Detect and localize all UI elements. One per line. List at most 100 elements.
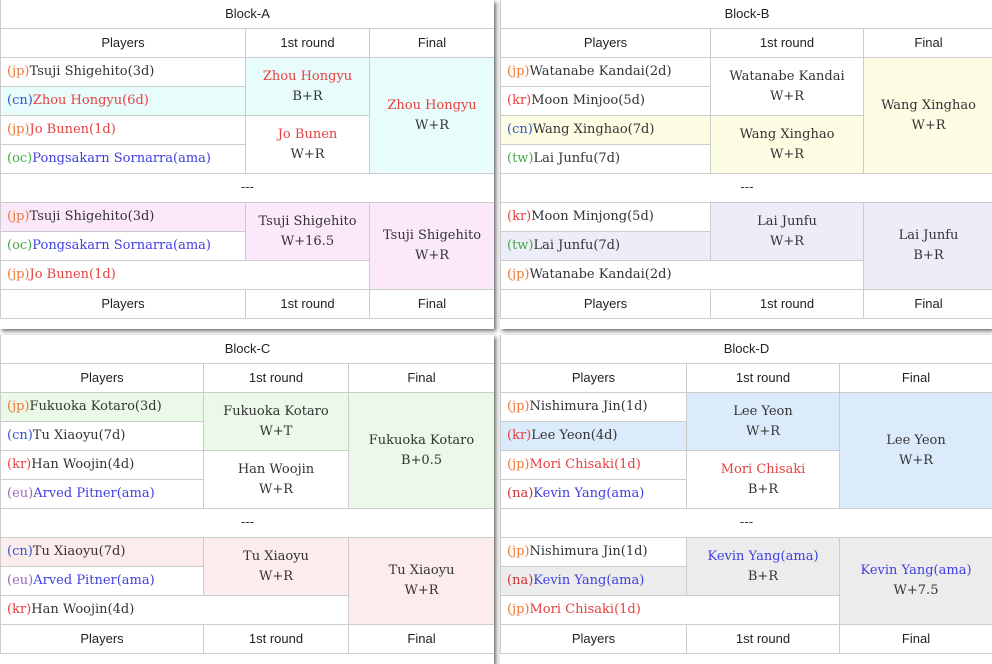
header-row: Players 1st round Final bbox=[500, 28, 992, 58]
country-code: (eu) bbox=[7, 486, 34, 501]
final-result: Tsuji Shigehito W+R bbox=[369, 202, 494, 290]
score: W+R bbox=[769, 233, 805, 249]
score: W+R bbox=[258, 481, 294, 497]
country-code: (cn) bbox=[7, 428, 33, 443]
player-cell: (kr)Moon Minjong(5d) bbox=[500, 202, 711, 232]
first-round-result: Watanabe Kandai W+R bbox=[710, 57, 864, 116]
table-row: (kr)Han Woojin(4d) bbox=[0, 595, 495, 625]
country-code: (cn) bbox=[507, 122, 533, 137]
player-cell: (cn)Tu Xiaoyu(7d) bbox=[0, 421, 204, 451]
score: W+R bbox=[290, 146, 325, 162]
first-round-result: Zhou Hongyu B+R bbox=[245, 57, 370, 116]
player-name: Lee Yeon(4d) bbox=[531, 428, 618, 443]
country-code: (jp) bbox=[507, 399, 530, 414]
score: B+R bbox=[747, 481, 779, 497]
country-code: (eu) bbox=[7, 573, 34, 588]
player-cell: (jp)Mori Chisaki(1d) bbox=[500, 595, 840, 625]
player-name: Lai Junfu(7d) bbox=[533, 238, 621, 253]
final-result: Zhou Hongyu W+R bbox=[369, 57, 494, 174]
player-cell: (jp)Watanabe Kandai(2d) bbox=[500, 260, 864, 290]
country-code: (jp) bbox=[507, 64, 530, 79]
player-name: Arved Pitner(ama) bbox=[33, 486, 155, 501]
first-round-result: Wang Xinghao W+R bbox=[710, 115, 864, 174]
player-cell: (jp)Nishimura Jin(1d) bbox=[500, 537, 687, 567]
score: W+R bbox=[911, 117, 946, 133]
winner-name: Lai Junfu bbox=[757, 213, 817, 229]
title-row: Block-C bbox=[0, 335, 494, 364]
player-name: Mori Chisaki(1d) bbox=[529, 602, 641, 617]
score: W+7.5 bbox=[893, 583, 939, 598]
player-cell: (kr)Han Woojin(4d) bbox=[0, 450, 204, 480]
player-cell: (jp)Jo Bunen(1d) bbox=[0, 115, 246, 145]
score: W+16.5 bbox=[280, 233, 335, 249]
players-header: Players bbox=[500, 363, 687, 393]
score: B+0.5 bbox=[400, 452, 443, 468]
country-code: (jp) bbox=[507, 267, 530, 282]
final-header: Final bbox=[347, 363, 494, 393]
score: W+R bbox=[769, 146, 805, 162]
header-row: Players 1st round Final bbox=[500, 289, 992, 319]
table-row: (na)Kevin Yang(ama) bbox=[500, 479, 992, 509]
final-header: Final bbox=[369, 289, 494, 319]
country-code: (kr) bbox=[507, 93, 532, 108]
final-result: Lai Junfu B+R bbox=[863, 202, 992, 290]
header-row: Players 1st round Final bbox=[500, 624, 992, 654]
header-row: Players 1st round Final bbox=[0, 289, 494, 319]
final-result: Tu Xiaoyu W+R bbox=[347, 537, 494, 625]
player-cell: (jp)Tsuji Shigehito(3d) bbox=[0, 202, 246, 232]
table-row: (jp)Tsuji Shigehito(3d) Zhou Hongyu B+R Zho… bbox=[0, 57, 494, 174]
player-name: Mori Chisaki(1d) bbox=[529, 457, 641, 472]
country-code: (oc) bbox=[7, 238, 33, 253]
winner-name: Watanabe Kandai bbox=[729, 68, 845, 84]
title-row: Block-A bbox=[0, 0, 494, 29]
score: B+R bbox=[747, 568, 779, 584]
bracket-table: Block-D Players 1st round Final (jp)Nishimur… bbox=[500, 335, 992, 654]
final-header: Final bbox=[369, 28, 494, 58]
first-round-header: 1st round bbox=[710, 289, 864, 319]
winner-name: Han Woojin bbox=[237, 461, 315, 477]
country-code: (cn) bbox=[7, 544, 33, 559]
player-name: Moon Minjong(5d) bbox=[531, 209, 654, 224]
block-title: Block-D bbox=[500, 335, 992, 364]
player-cell: (jp)Nishimura Jin(1d) bbox=[500, 392, 687, 422]
winner-name: Zhou Hongyu bbox=[387, 97, 477, 113]
separator: --- bbox=[0, 173, 494, 203]
first-round-result: Lai Junfu W+R bbox=[710, 202, 864, 261]
first-round-result: Han Woojin W+R bbox=[203, 450, 349, 509]
table-row: (jp)Jo Bunen(1d) bbox=[0, 260, 495, 290]
winner-name: Tu Xiaoyu bbox=[388, 563, 455, 578]
player-name: Kevin Yang(ama) bbox=[533, 486, 645, 501]
country-code: (tw) bbox=[507, 151, 534, 166]
block-title: Block-C bbox=[0, 335, 494, 364]
player-cell: (oc)Pongsakarn Sornarra(ama) bbox=[0, 144, 246, 174]
player-name: Watanabe Kandai(2d) bbox=[529, 267, 672, 282]
header-row: Players 1st round Final bbox=[0, 624, 494, 654]
header-row: Players 1st round Final bbox=[0, 363, 494, 393]
country-code: (tw) bbox=[507, 238, 534, 253]
score: W+T bbox=[259, 423, 293, 439]
final-header: Final bbox=[863, 28, 992, 58]
player-name: Watanabe Kandai(2d) bbox=[529, 64, 672, 79]
separator-row: --- bbox=[500, 508, 992, 538]
bracket-table: Block-A Players 1st round Final (jp)Tsuji Sh… bbox=[0, 0, 494, 319]
first-round-result: Tu Xiaoyu W+R bbox=[203, 537, 349, 596]
table-row: (tw)Lai Junfu(7d) bbox=[500, 144, 992, 174]
separator-row: --- bbox=[0, 173, 494, 203]
player-cell: (kr)Lee Yeon(4d) bbox=[500, 421, 687, 451]
winner-name: Wang Xinghao bbox=[881, 97, 976, 113]
first-round-header: 1st round bbox=[686, 363, 840, 393]
first-round-header: 1st round bbox=[245, 28, 370, 58]
player-name: Tu Xiaoyu(7d) bbox=[32, 544, 126, 559]
title-row: Block-B bbox=[500, 0, 992, 29]
player-cell: (cn)Zhou Hongyu(6d) bbox=[0, 86, 246, 116]
player-name: Fukuoka Kotaro(3d) bbox=[29, 399, 162, 414]
score: W+R bbox=[745, 423, 781, 439]
player-name: Jo Bunen(1d) bbox=[29, 122, 116, 137]
player-cell: (jp)Watanabe Kandai(2d) bbox=[500, 57, 711, 87]
player-cell: (kr)Han Woojin(4d) bbox=[0, 595, 349, 625]
player-cell: (na)Kevin Yang(ama) bbox=[500, 479, 687, 509]
player-cell: (eu)Arved Pitner(ama) bbox=[0, 479, 204, 509]
country-code: (kr) bbox=[507, 428, 532, 443]
country-code: (na) bbox=[507, 486, 534, 501]
final-result: Lee Yeon W+R bbox=[838, 392, 992, 509]
